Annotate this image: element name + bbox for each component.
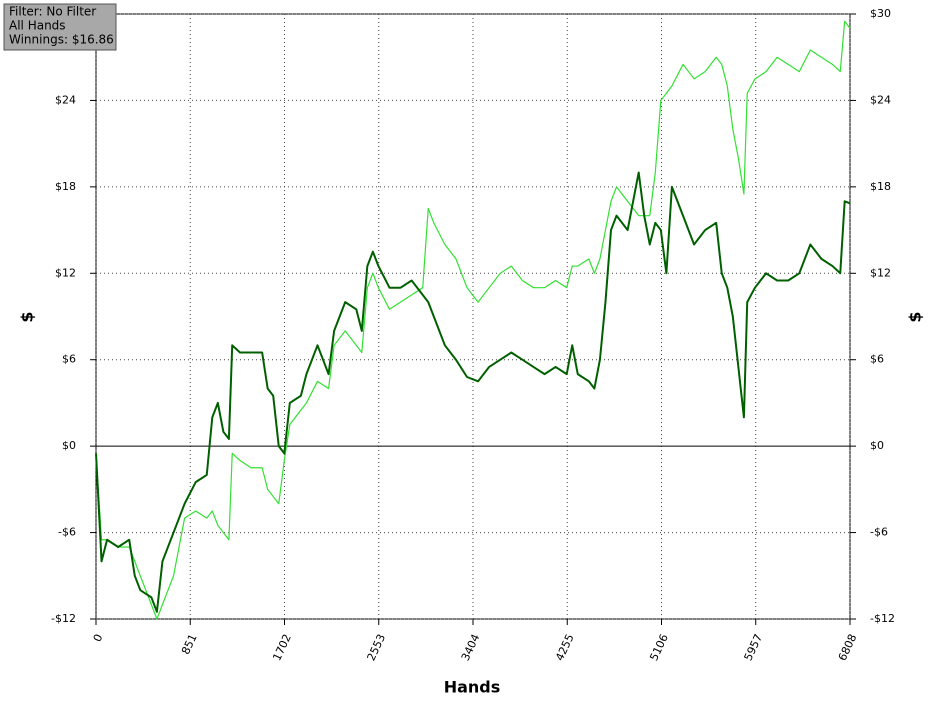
x-tick-label: 851 <box>179 632 200 657</box>
x-tick-label: 2553 <box>365 632 389 663</box>
x-tick-label: 6808 <box>836 632 860 663</box>
y2-axis-title: $ <box>906 311 925 322</box>
x-tick-label: 4255 <box>553 632 577 663</box>
y-tick-label: $0 <box>62 439 76 452</box>
x-tick-label: 0 <box>91 632 106 644</box>
y2-tick-label: $18 <box>870 180 891 193</box>
filter-text: Filter: No Filter <box>9 5 96 19</box>
x-axis-title: Hands <box>444 678 501 697</box>
y-tick-label: -$6 <box>58 526 76 539</box>
y2-tick-label: $6 <box>870 353 884 366</box>
x-tick-label: 5106 <box>647 632 671 663</box>
y2-tick-label: -$12 <box>870 612 895 625</box>
y2-tick-label: -$6 <box>870 526 888 539</box>
y-tick-label: -$12 <box>51 612 76 625</box>
y-tick-label: $24 <box>55 93 76 106</box>
x-tick-label: 3404 <box>459 632 483 663</box>
y2-tick-label: $30 <box>870 7 891 20</box>
x-tick-label: 1702 <box>270 632 294 663</box>
y-tick-label: $12 <box>55 266 76 279</box>
plot-frame <box>95 13 851 620</box>
filter-box: Filter: No Filter All Hands Winnings: $1… <box>3 3 117 51</box>
series-line <box>95 20 851 620</box>
y2-tick-label: $12 <box>870 266 891 279</box>
y2-tick-label: $0 <box>870 439 884 452</box>
plot-area: 0 851 1702 2553 3404 4255 5106 5957 6808 -$12 -$6 $… <box>51 7 895 663</box>
y-axis-title: $ <box>18 311 37 322</box>
series-line <box>95 171 851 613</box>
y2-tick-label: $24 <box>870 93 891 106</box>
x-tick-label: 5957 <box>742 632 766 663</box>
y-tick-label: $18 <box>55 180 76 193</box>
filter-text: Winnings: $16.86 <box>9 33 114 47</box>
y-tick-label: $6 <box>62 353 76 366</box>
filter-box-bg <box>3 3 117 51</box>
filter-text: All Hands <box>9 19 66 33</box>
